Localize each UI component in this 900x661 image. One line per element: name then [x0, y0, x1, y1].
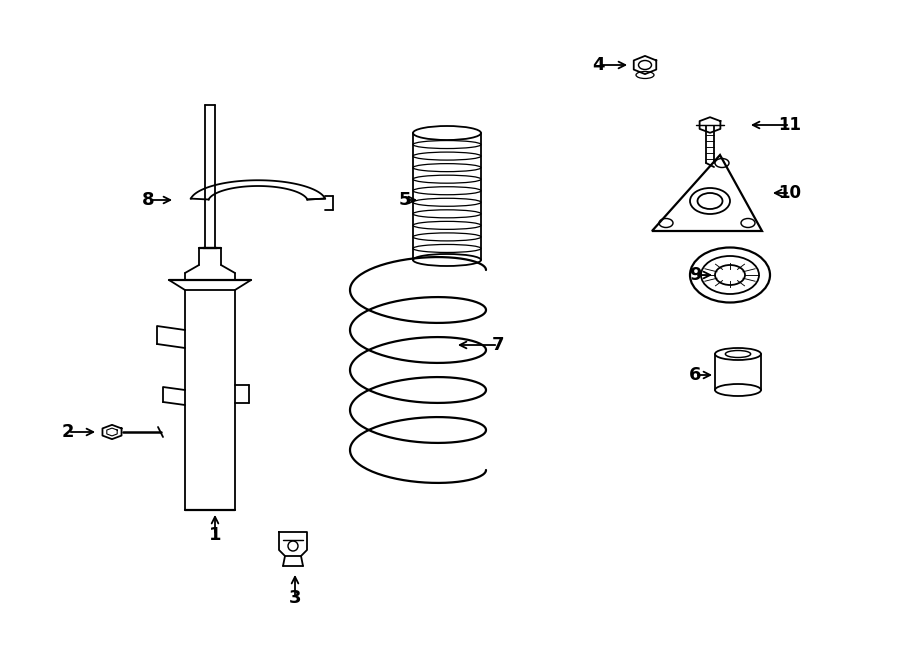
Text: 10: 10: [778, 184, 802, 202]
Text: 7: 7: [491, 336, 504, 354]
Text: 2: 2: [62, 423, 74, 441]
Text: 11: 11: [778, 116, 802, 134]
Text: 1: 1: [209, 526, 221, 544]
Text: 5: 5: [399, 191, 411, 209]
Text: 3: 3: [289, 589, 302, 607]
Text: 8: 8: [141, 191, 154, 209]
Text: 6: 6: [688, 366, 701, 384]
Text: 4: 4: [592, 56, 604, 74]
Text: 9: 9: [688, 266, 701, 284]
